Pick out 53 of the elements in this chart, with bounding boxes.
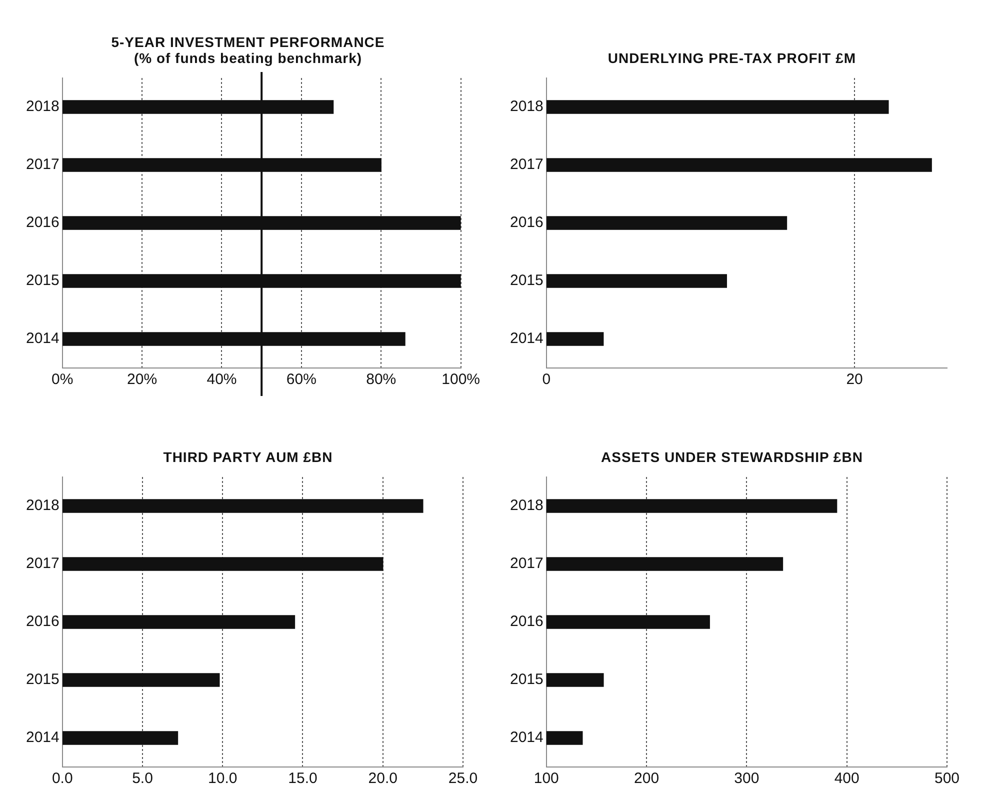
y-tick-label: 2016 bbox=[26, 214, 60, 232]
x-tick-label: 0% bbox=[52, 371, 74, 388]
y-tick-label: 2014 bbox=[26, 729, 60, 746]
x-tick-label: 20.0 bbox=[368, 770, 398, 788]
bar bbox=[62, 499, 424, 513]
y-tick-label: 2016 bbox=[26, 613, 60, 630]
bar bbox=[546, 274, 727, 288]
x-tick-label: 100% bbox=[442, 371, 480, 388]
chart-title: ASSETS UNDER STEWARDSHIP £BN bbox=[600, 448, 864, 465]
x-tick-label: 60% bbox=[286, 371, 316, 388]
y-tick-label: 2018 bbox=[26, 98, 60, 116]
x-tick-label: 25.0 bbox=[448, 770, 478, 788]
chart-title: THIRD PARTY AUM £BN bbox=[162, 448, 334, 465]
bar bbox=[62, 615, 296, 629]
y-tick-label: 2014 bbox=[510, 330, 544, 348]
y-tick-label: 2018 bbox=[510, 497, 544, 514]
x-tick-label: 100 bbox=[534, 770, 559, 788]
y-tick-label: 2016 bbox=[510, 214, 544, 232]
x-tick-label: 15.0 bbox=[288, 770, 318, 788]
x-tick-label: 20 bbox=[846, 371, 863, 388]
bar bbox=[62, 673, 220, 687]
y-tick-label: 2014 bbox=[26, 330, 60, 348]
x-tick-label: 80% bbox=[366, 371, 396, 388]
x-tick-label: 0 bbox=[542, 371, 551, 388]
y-tick-label: 2016 bbox=[510, 613, 544, 630]
y-tick-label: 2017 bbox=[26, 156, 60, 174]
chart-title: 5-YEAR INVESTMENT PERFORMANCE (% of funds beating benchmark) bbox=[110, 33, 386, 66]
bar bbox=[62, 731, 178, 745]
y-tick-label: 2015 bbox=[510, 671, 544, 688]
x-tick-label: 500 bbox=[934, 770, 960, 788]
y-tick-label: 2015 bbox=[26, 272, 60, 290]
bar bbox=[546, 332, 604, 346]
y-tick-label: 2017 bbox=[26, 555, 60, 572]
x-tick-label: 40% bbox=[206, 371, 237, 388]
x-tick-label: 5.0 bbox=[132, 770, 153, 788]
x-tick-label: 10.0 bbox=[208, 770, 238, 788]
x-tick-label: 300 bbox=[734, 770, 760, 788]
y-tick-label: 2017 bbox=[510, 555, 544, 572]
x-tick-label: 0.0 bbox=[52, 770, 73, 788]
y-tick-label: 2014 bbox=[510, 729, 544, 746]
bar bbox=[546, 100, 889, 114]
y-tick-label: 2015 bbox=[510, 272, 544, 290]
y-tick-label: 2017 bbox=[510, 156, 544, 174]
bar bbox=[546, 216, 788, 230]
chart-title: UNDERLYING PRE-TAX PROFIT £M bbox=[606, 49, 858, 66]
y-tick-label: 2015 bbox=[26, 671, 60, 688]
y-tick-label: 2018 bbox=[26, 497, 60, 514]
x-tick-label: 200 bbox=[634, 770, 660, 788]
x-tick-label: 20% bbox=[127, 371, 158, 388]
y-tick-label: 2018 bbox=[510, 98, 544, 116]
x-tick-label: 400 bbox=[834, 770, 860, 788]
bar bbox=[546, 158, 932, 172]
bar bbox=[62, 557, 384, 571]
